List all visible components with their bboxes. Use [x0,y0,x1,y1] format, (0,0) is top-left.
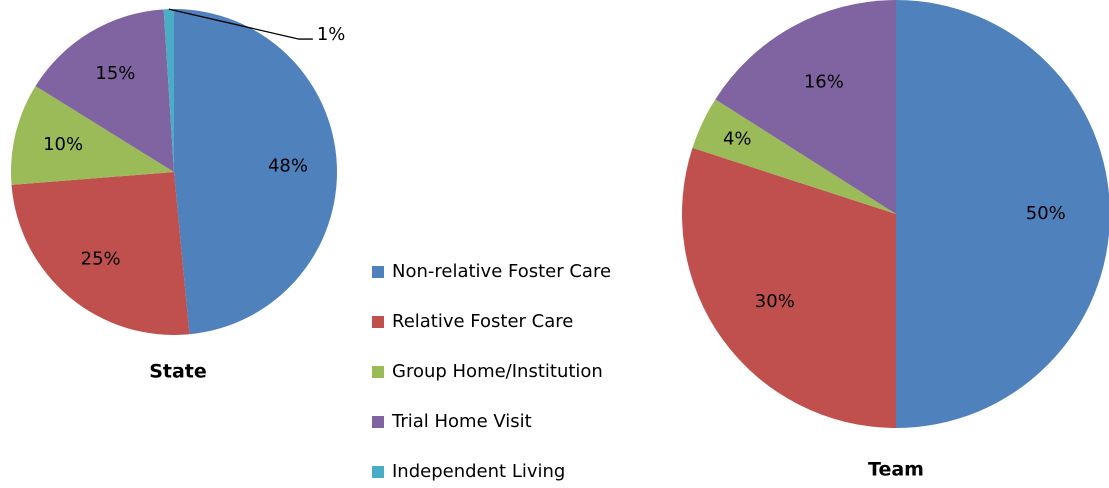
data-label: 16% [804,72,844,93]
leader-line [168,8,313,40]
chart-title: Team [868,459,924,481]
legend-swatch [372,316,384,328]
data-label: 50% [1026,203,1066,224]
legend-label: Group Home/Institution [392,361,603,382]
legend-label: Relative Foster Care [392,311,573,332]
legend-swatch [372,466,384,478]
legend-label: Non-relative Foster Care [392,261,611,282]
legend-swatch [372,266,384,278]
pie-slice [682,147,896,428]
pie-slice [896,0,1109,428]
pie-slice [692,99,896,214]
pie-slice [11,86,175,185]
legend-label: Trial Home Visit [391,411,532,432]
pie-slice [163,9,174,172]
pie-slice [11,172,190,336]
chart-title: State [149,361,207,383]
data-label: 10% [43,134,83,155]
data-label: 15% [95,63,135,84]
data-label: 1% [317,24,346,45]
legend-label: Independent Living [392,461,565,482]
data-label: 48% [268,156,308,177]
data-label: 30% [755,291,795,312]
data-label: 4% [723,128,752,149]
pie-slice [35,9,175,173]
legend-swatch [372,366,384,378]
data-label: 25% [81,248,121,269]
pie-slice [715,0,896,214]
pie-slice [174,9,337,335]
legend-swatch [372,416,384,428]
